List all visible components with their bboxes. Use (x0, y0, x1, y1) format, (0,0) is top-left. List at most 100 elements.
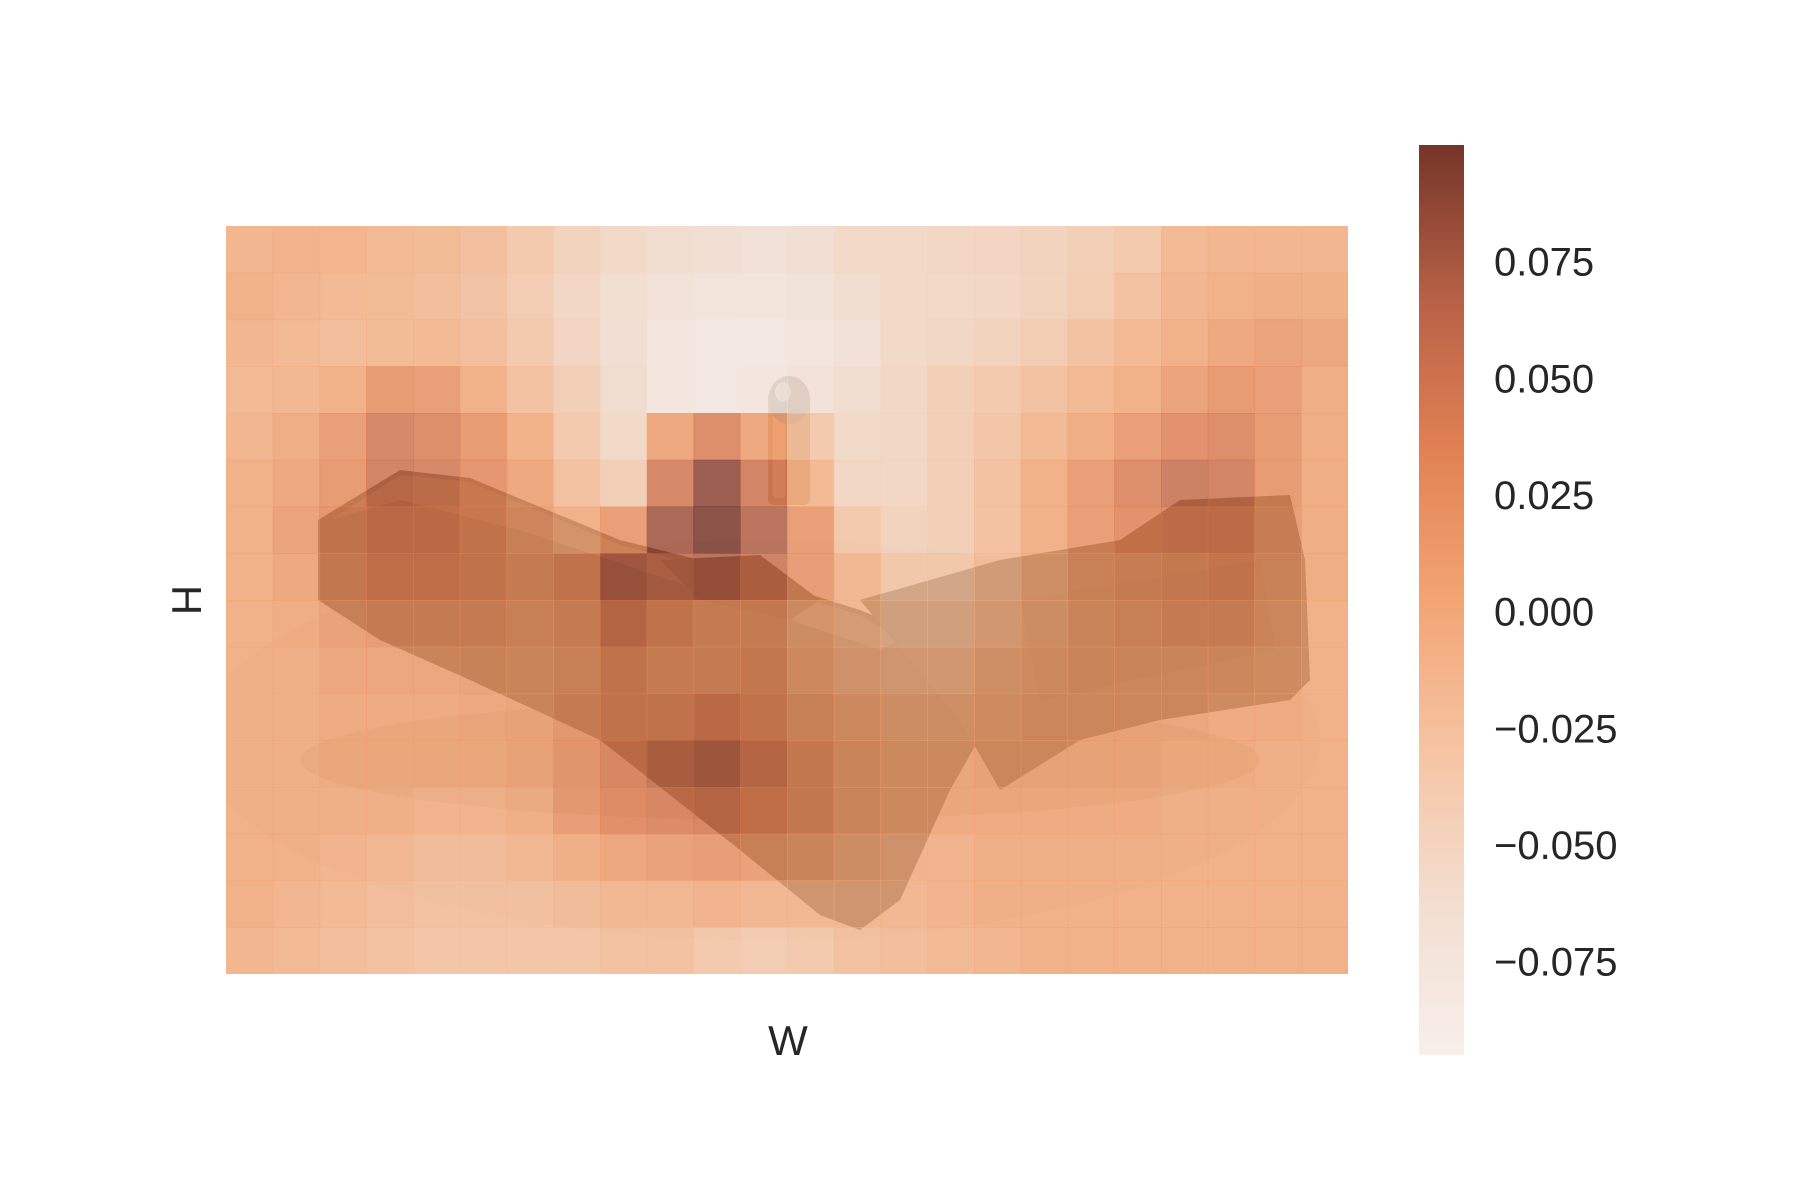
heatmap-cell (272, 459, 321, 508)
heatmap-cell (740, 553, 788, 601)
heatmap-cell (740, 506, 788, 554)
heatmap-cell (226, 553, 274, 601)
heatmap-cell (646, 880, 695, 928)
heatmap-cell (1254, 226, 1302, 274)
heatmap-cell (366, 787, 414, 835)
heatmap-cell (600, 272, 648, 321)
heatmap-cell (787, 927, 835, 974)
heatmap-cell (600, 787, 648, 835)
heatmap-cell (553, 459, 601, 508)
heatmap-cell (833, 646, 882, 695)
heatmap-cell (787, 413, 835, 461)
colorbar-tick-label: 0.000 (1494, 591, 1594, 635)
heatmap-cell (693, 787, 741, 835)
heatmap-cell (787, 459, 835, 508)
heatmap-cell (693, 459, 741, 508)
heatmap-cell (880, 600, 928, 648)
heatmap-cell (1254, 833, 1302, 882)
heatmap-cell (693, 413, 741, 461)
heatmap-cell (740, 366, 788, 414)
heatmap-cell (1067, 366, 1115, 414)
heatmap-cell (1254, 600, 1302, 648)
heatmap-cell (787, 787, 835, 835)
heatmap-cell (1254, 880, 1302, 928)
heatmap-cell (880, 833, 928, 882)
heatmap-cell (787, 319, 835, 367)
heatmap-cell (1254, 413, 1302, 461)
heatmap-cell (226, 366, 274, 414)
heatmap-cell (833, 693, 882, 741)
heatmap-cell (880, 413, 928, 461)
heatmap-cell (1114, 459, 1162, 508)
heatmap-cell (226, 833, 274, 882)
heatmap-cell (740, 787, 788, 835)
heatmap-cell (506, 740, 554, 788)
heatmap-cell (1301, 272, 1348, 321)
heatmap-cell (1161, 459, 1209, 508)
heatmap-cell (927, 833, 975, 882)
heatmap-cell (1020, 600, 1069, 648)
heatmap-cell (1301, 880, 1348, 928)
heatmap-cell (880, 553, 928, 601)
heatmap-cell (319, 740, 367, 788)
heatmap-cell (272, 506, 321, 554)
heatmap-cell (1067, 927, 1115, 974)
heatmap-cell (646, 226, 695, 274)
heatmap-cell (1067, 600, 1115, 648)
heatmap-cell (1020, 553, 1069, 601)
heatmap-cell (1020, 787, 1069, 835)
heatmap-cell (319, 272, 367, 321)
heatmap-cell (1254, 693, 1302, 741)
colorbar-tick-label: 0.050 (1494, 357, 1594, 401)
heatmap-cell (974, 740, 1022, 788)
heatmap-cell (1301, 459, 1348, 508)
heatmap-cell (459, 927, 508, 974)
heatmap-cell (974, 459, 1022, 508)
heatmap-cell (319, 366, 367, 414)
heatmap-cell (600, 600, 648, 648)
heatmap-cell (413, 366, 461, 414)
heatmap-cell (1254, 506, 1302, 554)
heatmap-cell (740, 646, 788, 695)
heatmap-cell (1020, 366, 1069, 414)
heatmap-cell (553, 740, 601, 788)
heatmap-cell (553, 553, 601, 601)
heatmap-cell (366, 740, 414, 788)
heatmap-cell (1067, 693, 1115, 741)
heatmap-cell (459, 693, 508, 741)
heatmap-cell (974, 319, 1022, 367)
heatmap-cell (272, 553, 321, 601)
heatmap-cell (319, 646, 367, 695)
heatmap-cell (459, 787, 508, 835)
heatmap-cell (413, 880, 461, 928)
heatmap-cell (880, 366, 928, 414)
heatmap-cell (1207, 272, 1256, 321)
heatmap-cell (506, 646, 554, 695)
heatmap-cell (459, 880, 508, 928)
heatmap-cell (366, 693, 414, 741)
heatmap-cell (1301, 787, 1348, 835)
heatmap-cell (1207, 226, 1256, 274)
heatmap-cell (1254, 459, 1302, 508)
heatmap-cell (927, 693, 975, 741)
heatmap-cell (787, 506, 835, 554)
heatmap-cell (319, 459, 367, 508)
heatmap-cell (1161, 366, 1209, 414)
heatmap-cell (1301, 693, 1348, 741)
heatmap-cell (974, 646, 1022, 695)
heatmap-cell (1114, 740, 1162, 788)
heatmap-cell (693, 693, 741, 741)
heatmap-cell (506, 693, 554, 741)
heatmap-cell (1161, 413, 1209, 461)
heatmap-cell (506, 272, 554, 321)
heatmap-cell (740, 740, 788, 788)
heatmap-cell (506, 600, 554, 648)
colorbar-tick-label: −0.025 (1494, 707, 1617, 751)
heatmap-cell (226, 693, 274, 741)
x-axis-label: W (768, 1017, 808, 1064)
heatmap-cell (646, 413, 695, 461)
heatmap-cell (226, 319, 274, 367)
heatmap-cell (413, 506, 461, 554)
heatmap-cell (413, 600, 461, 648)
heatmap-cell (1161, 553, 1209, 601)
